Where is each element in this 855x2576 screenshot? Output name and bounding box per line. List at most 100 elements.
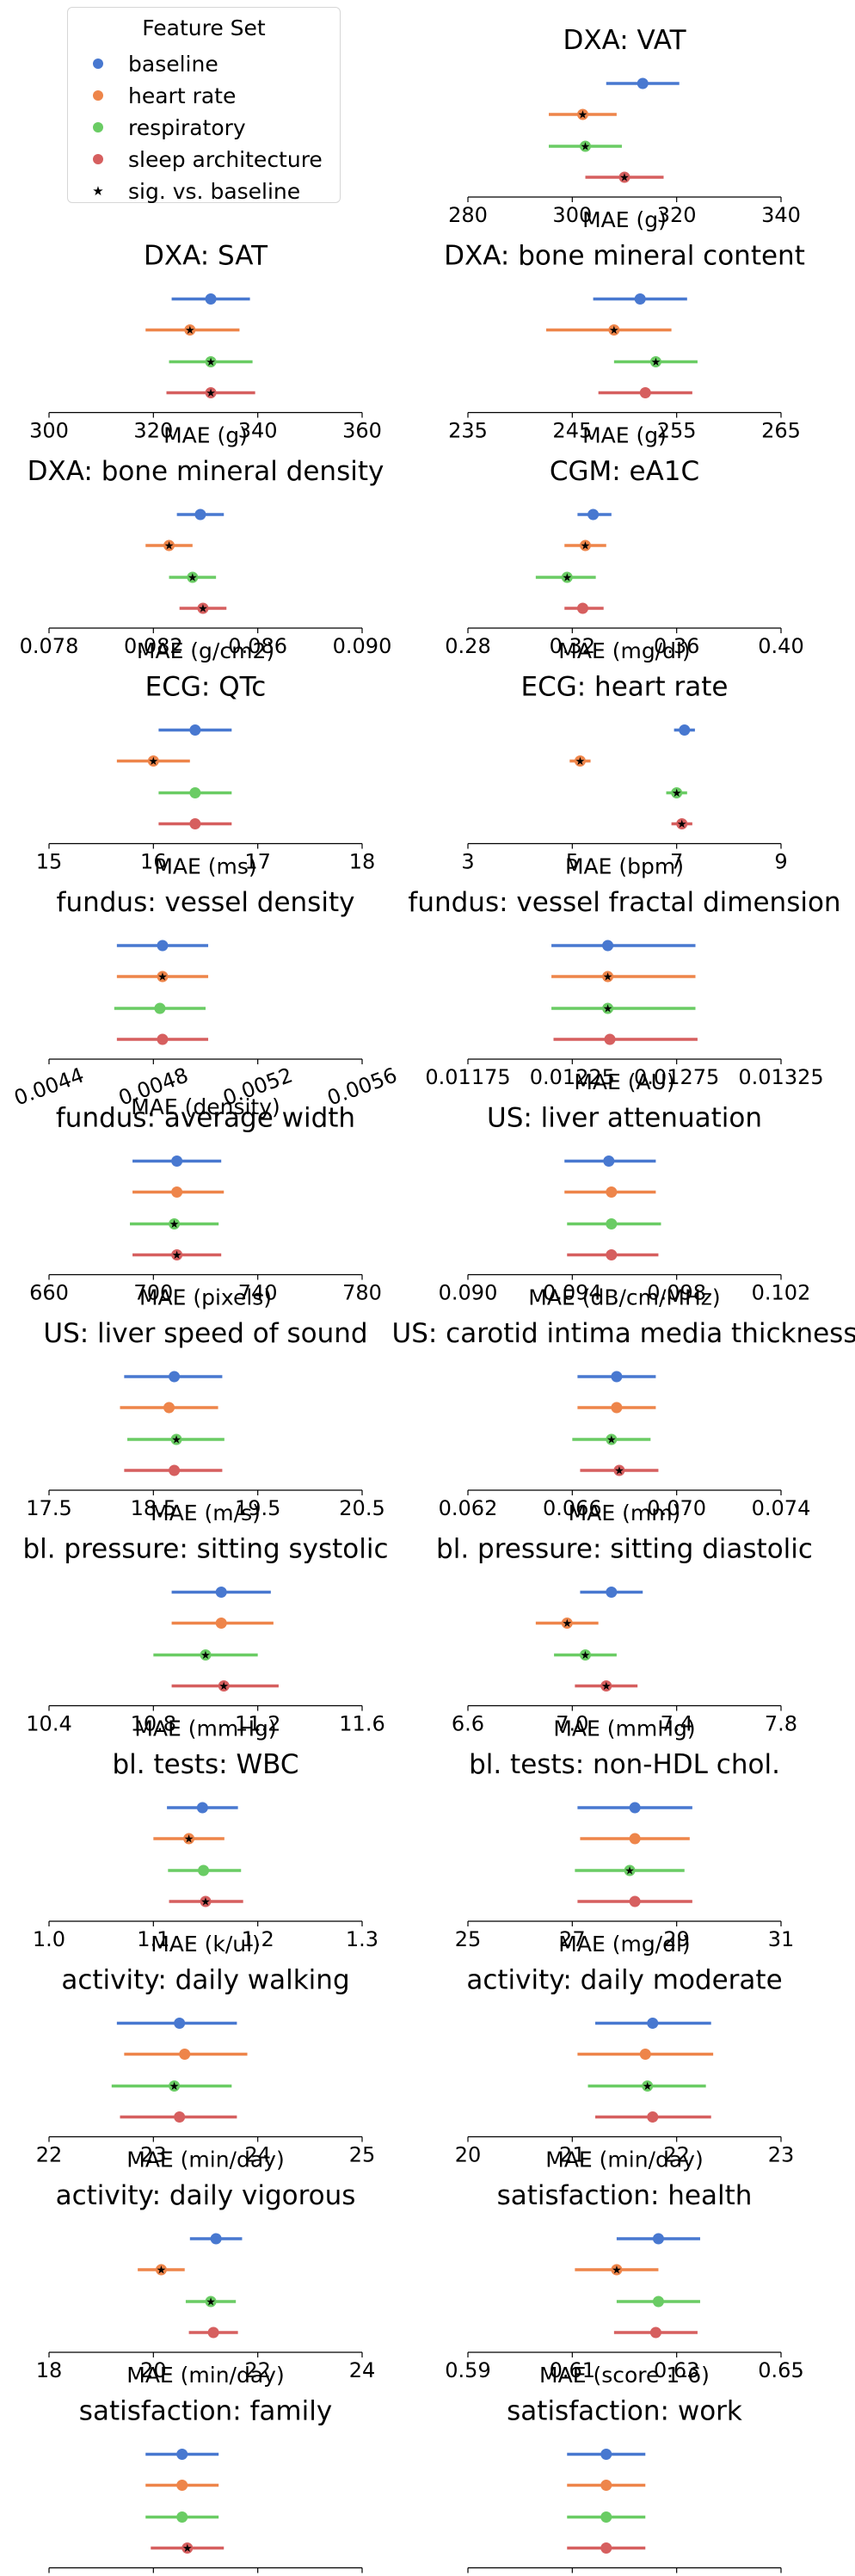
x-tick-label: 0.070 [647, 1496, 706, 1520]
significance-star: ★ [581, 540, 591, 553]
panel-title: bl. tests: WBC [113, 1749, 299, 1780]
mean-point [574, 755, 586, 767]
series-sleep-architecture: ★ [166, 387, 255, 400]
x-axis-label: MAE (g) [582, 423, 667, 448]
mean-point [155, 2264, 167, 2276]
series-heart-rate: ★ [575, 2264, 659, 2277]
mean-point [189, 724, 201, 736]
mean-point [606, 1186, 618, 1198]
legend-item-significance: ★ sig. vs. baseline [87, 178, 300, 204]
mean-point [197, 602, 209, 614]
x-tick-label: 300 [29, 419, 69, 443]
series-heart-rate: ★ [116, 971, 209, 984]
mean-point [600, 2449, 612, 2460]
panel-title: fundus: vessel fractal dimension [408, 887, 840, 918]
significance-star: ★ [581, 1649, 591, 1662]
significance-star: ★ [169, 2080, 180, 2093]
series-respiratory: ★ [587, 2080, 706, 2093]
significance-star: ★ [218, 1680, 229, 1693]
x-axis-label: MAE (mm) [569, 1501, 681, 1525]
significance-star: ★ [624, 1865, 635, 1878]
mean-point [629, 1833, 641, 1845]
mean-point [602, 940, 614, 952]
panel-activity-daily-walking: activity: daily walking ★ 22 23 24 25 MAE (min… [36, 1965, 376, 2172]
series-heart-rate [580, 1833, 690, 1845]
series-respiratory: ★ [666, 787, 687, 800]
series-baseline [577, 1371, 656, 1383]
x-tick-label: 17 [244, 850, 271, 874]
x-tick-label: 0.074 [752, 1496, 811, 1520]
legend-item-sleep-architecture: sleep architecture [87, 146, 323, 172]
panel-title: ECG: heart rate [521, 672, 729, 703]
x-tick-label: 0.63 [654, 2358, 699, 2382]
x-tick-label: 0.062 [439, 1496, 498, 1520]
mean-point [163, 539, 175, 552]
series-respiratory [168, 1864, 242, 1877]
mean-point [171, 1156, 183, 1167]
panel-us-carotid-intima-media-thickness: US: carotid intima media thickness ★ ★ 0.06… [392, 1318, 855, 1525]
panel-title: activity: daily moderate [466, 1965, 782, 1996]
x-tick-label: 27 [559, 1927, 586, 1951]
series-heart-rate: ★ [564, 539, 606, 553]
x-axis-label: MAE (mmHg) [553, 1716, 695, 1741]
panel-title: fundus: vessel density [57, 887, 355, 918]
series-heart-rate [564, 1186, 656, 1198]
series-baseline [674, 724, 695, 736]
mean-point [611, 1402, 623, 1414]
x-tick-label: 235 [448, 419, 488, 443]
mean-point [618, 171, 630, 183]
mean-point [170, 1433, 182, 1445]
panel-satisfaction-health: satisfaction: health ★ 0.59 0.61 0.63 0.65 MAE… [445, 2180, 803, 2388]
mean-point [183, 1833, 195, 1845]
x-tick-label: 24 [244, 2143, 271, 2167]
series-heart-rate: ★ [569, 755, 591, 768]
series-respiratory: ★ [130, 1218, 219, 1231]
legend-label-respiratory: respiratory [128, 114, 246, 140]
x-tick-label: 10.8 [131, 1712, 176, 1736]
mean-point [561, 1618, 573, 1629]
legend-title: Feature Set [142, 15, 266, 40]
x-tick-label: 23 [768, 2143, 795, 2167]
series-heart-rate [171, 1618, 274, 1629]
mean-point [637, 77, 649, 89]
x-tick-label: 0.63 [26, 2574, 71, 2576]
significance-star: ★ [172, 1249, 182, 1262]
mean-point [176, 2480, 188, 2491]
mean-point [639, 2049, 651, 2060]
significance-star: ★ [206, 356, 216, 369]
mean-point [169, 1218, 181, 1229]
x-tick-label: 0.28 [445, 634, 490, 658]
x-axis-label: MAE (m/s) [151, 1501, 261, 1525]
series-baseline [116, 940, 209, 952]
x-tick-label: 7.0 [556, 1712, 588, 1736]
mean-point [176, 2449, 188, 2460]
panel-title: DXA: bone mineral content [444, 241, 805, 272]
x-tick-label: 0.65 [131, 2574, 176, 2576]
x-axis-label: MAE (density) [131, 1094, 280, 1119]
mean-point [611, 2264, 623, 2276]
mean-point [207, 2326, 219, 2339]
mean-point [198, 1864, 210, 1877]
significance-star: ★ [581, 141, 591, 154]
mean-point [603, 1156, 615, 1167]
significance-star: ★ [601, 1680, 612, 1693]
series-baseline [577, 1802, 692, 1814]
panel-title: bl. pressure: sitting systolic [22, 1534, 388, 1565]
series-sleep-architecture [158, 818, 232, 829]
panel-fundus-vessel-density: fundus: vessel density★0.0044 0.0048 0.005… [11, 887, 400, 1119]
panel-title: satisfaction: family [79, 2396, 332, 2427]
x-tick-label: 0.094 [543, 1281, 602, 1305]
x-tick-label: 0.102 [752, 1281, 811, 1305]
legend-dot-respiratory [93, 122, 103, 132]
x-tick-label: 1.3 [346, 1927, 378, 1951]
significance-star: ★ [149, 755, 159, 768]
panel-bl-pressure-sitting-diastolic: bl. pressure: sitting diastolic ★ ★ ★ 6.6 7.0… [436, 1534, 813, 1741]
x-tick-label: 11.6 [339, 1712, 384, 1736]
series-sleep-architecture [120, 2111, 237, 2123]
x-tick-label: 0.01175 [425, 1065, 510, 1089]
x-tick-label: 0.92 [654, 2574, 699, 2576]
x-tick-label: 21 [559, 2143, 586, 2167]
panel-bl-tests-wbc: bl. tests: WBC ★ ★ 1.0 1.1 1.2 1.3 MAE (k/ul) [33, 1749, 378, 1957]
mean-point [580, 140, 591, 152]
series-heart-rate: ★ [546, 324, 672, 337]
